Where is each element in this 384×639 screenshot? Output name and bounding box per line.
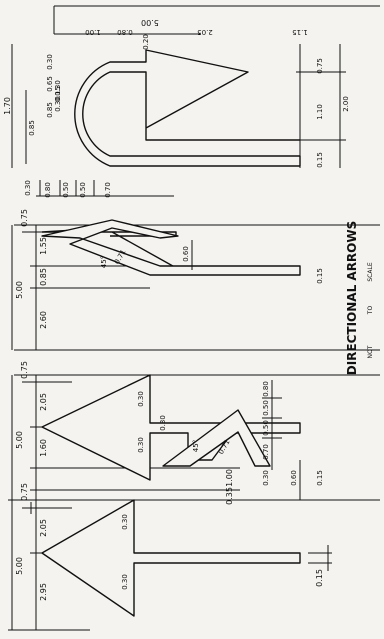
d3-step-3: 0.50 [79, 182, 87, 198]
d2-stub-2: 0.30 [137, 437, 145, 453]
d3-chevron-height: 0.30 [24, 180, 32, 196]
d2-step-1: 0.80 [262, 381, 270, 397]
d4-right-3: 0.75 [316, 58, 324, 74]
d2-segment-1: 2.05 [39, 393, 48, 411]
d3-shaft-width: 0.15 [316, 268, 324, 284]
d3-step-2: 0.50 [62, 182, 70, 198]
d3-overall: 5.00 [15, 281, 24, 299]
d4-top-1: 0.20 [142, 34, 150, 50]
arrow-diagram-branch: 5.00 2.05 1.60 1.00 0.35 0.75 0.30 0.30 … [11, 361, 380, 505]
d4-left-width: 1.70 [3, 97, 12, 115]
d1-overall: 5.00 [15, 557, 24, 575]
d4-right-2: 1.10 [316, 104, 324, 120]
d4-right-total: 2.00 [342, 96, 350, 112]
d4-stack-2: 0.65 [46, 76, 54, 92]
d2-stub-3: 0.30 [159, 415, 167, 431]
arrow-diagram-chevron: 5.00 1.55 0.85 2.60 0.75 45° 0.71 0.80 0… [11, 180, 380, 351]
arrow-diagram-straight: 5.00 2.05 2.95 0.75 0.30 0.30 0.15 [8, 483, 332, 631]
title: DIRECTIONAL ARROWS [345, 221, 359, 376]
d1-stub-1: 0.30 [121, 514, 129, 530]
d3-branch-len: 0.60 [182, 246, 190, 262]
d4-top-3: 1.00 [85, 28, 101, 36]
d3-segment-1: 1.55 [39, 237, 48, 255]
d2-chevron-shape [162, 409, 271, 467]
d3-segment-2: 0.85 [39, 268, 48, 286]
d2-segment-4: 0.35 [225, 487, 234, 505]
d2-segment-2: 1.60 [39, 439, 48, 457]
d4-segment-2: 1.15 [292, 28, 308, 36]
d4-top-2: 0.80 [117, 28, 133, 36]
d4-left-1: 0.85 [28, 120, 36, 136]
d4-overall: 5.00 [141, 18, 159, 27]
d3-segment-3: 2.60 [39, 311, 48, 329]
d3-step-1: 0.80 [44, 182, 52, 198]
d4-left-2: 0.85 [46, 102, 54, 118]
d2-angle: 45° [192, 440, 200, 452]
d4-stack-5: 0.30 [54, 80, 62, 96]
note-to: TO [367, 306, 374, 316]
d1-shaft-width: 0.15 [315, 569, 324, 587]
d2-branch-len: 0.60 [290, 470, 298, 486]
d4-right-1: 0.15 [316, 152, 324, 168]
d3-step-4: 0.70 [104, 182, 112, 198]
d1-segment-2: 2.95 [39, 583, 48, 601]
d1-segment-1: 2.05 [39, 519, 48, 537]
d4-stack-4: 0.15 [54, 86, 62, 102]
d1-stub-2: 0.30 [121, 574, 129, 590]
d2-step-3: 0.50 [262, 420, 270, 436]
d2-step-4: 0.70 [262, 444, 270, 460]
drawing-title: DIRECTIONAL ARROWS NOT TO SCALE [345, 221, 374, 376]
d2-overall: 5.00 [15, 431, 24, 449]
d2-stub-1: 0.30 [137, 391, 145, 407]
d3-head: 0.75 [20, 209, 29, 227]
d1-head: 0.75 [20, 483, 29, 501]
d3-chevron-shape [41, 219, 301, 276]
d4-stack-3: 0.30 [54, 96, 62, 112]
d2-shaft-width: 0.15 [316, 470, 324, 486]
note-scale: SCALE [367, 262, 374, 281]
d2-step-2: 0.50 [262, 400, 270, 416]
d3-angle: 45° [100, 256, 108, 268]
d4-uturn-shape [74, 49, 301, 167]
d2-chevron-height: 0.30 [262, 470, 270, 486]
d2-arrow-shape [41, 374, 301, 481]
d2-head: 0.75 [20, 361, 29, 379]
d1-arrow-shape [41, 499, 301, 617]
arrow-diagram-uturn: 5.00 2.05 1.15 0.20 0.80 1.00 1.70 0.85 … [3, 5, 380, 168]
d4-segment-1: 2.05 [197, 28, 213, 36]
note-not: NOT [367, 345, 374, 358]
d2-segment-3: 1.00 [225, 469, 234, 487]
d4-stack-1: 0.30 [46, 54, 54, 70]
